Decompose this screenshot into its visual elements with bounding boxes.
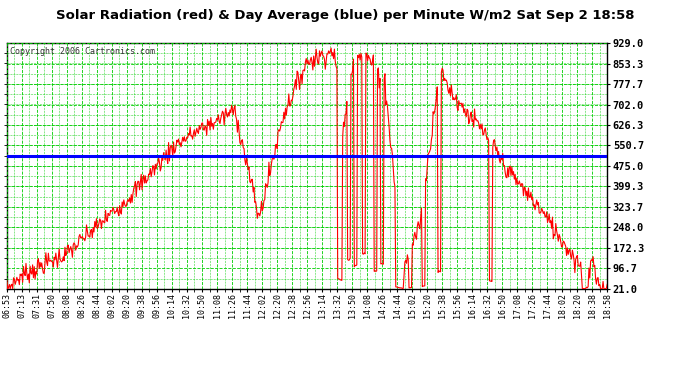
- Text: Solar Radiation (red) & Day Average (blue) per Minute W/m2 Sat Sep 2 18:58: Solar Radiation (red) & Day Average (blu…: [56, 9, 634, 22]
- Text: Copyright 2006 Cartronics.com: Copyright 2006 Cartronics.com: [10, 47, 155, 56]
